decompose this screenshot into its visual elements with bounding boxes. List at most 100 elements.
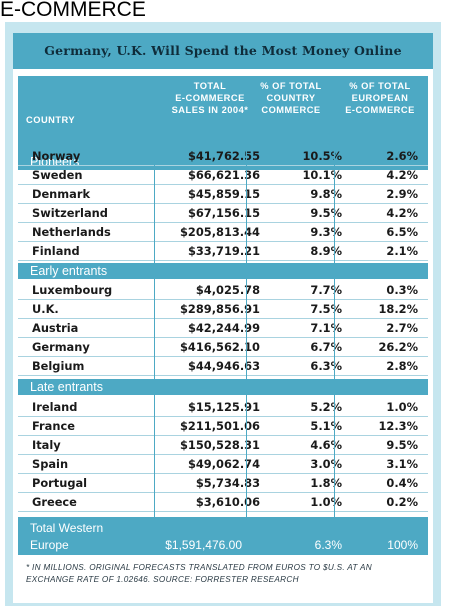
cell-pct-country: 1.0%: [310, 495, 342, 509]
cell-country: Portugal: [32, 476, 88, 490]
table-row: Austria $42,244.99 7.1% 2.7%: [18, 319, 428, 338]
column-header-sales-line2: E-COMMERCE: [175, 93, 245, 103]
cell-country: Austria: [32, 321, 79, 335]
table-row: Netherlands $205,813.44 9.3% 6.5%: [18, 223, 428, 242]
cell-pct-country: 9.5%: [310, 206, 342, 220]
cell-country: Finland: [32, 244, 80, 258]
cell-sales: $66,621.36: [187, 168, 260, 182]
column-header-pct-europe-line2: EUROPEAN: [351, 93, 409, 103]
column-header-bar: [18, 76, 428, 156]
cell-pct-europe: 2.7%: [386, 321, 418, 335]
cell-country: Italy: [32, 438, 61, 452]
cell-sales: $416,562.10: [180, 340, 260, 354]
table-row: Portugal $5,734.83 1.8% 0.4%: [18, 474, 428, 493]
column-divider: [246, 147, 247, 517]
column-divider: [154, 147, 155, 517]
column-header-pct-country: % OF TOTAL COUNTRY COMMERCE: [246, 80, 336, 144]
column-divider: [334, 147, 335, 517]
cell-pct-country: 4.6%: [310, 438, 342, 452]
group-label-late-entrants: Late entrants: [18, 379, 428, 395]
cell-pct-europe: 0.2%: [386, 495, 418, 509]
cell-pct-country: 8.9%: [310, 244, 342, 258]
column-header-sales-line1: TOTAL: [193, 81, 227, 91]
cell-country: Denmark: [32, 187, 91, 201]
cell-pct-europe: 0.3%: [386, 283, 418, 297]
footnote: * IN MILLIONS. ORIGINAL FORECASTS TRANSL…: [26, 563, 372, 584]
table-row: Italy $150,528.31 4.6% 9.5%: [18, 436, 428, 455]
cell-sales: $15,125.91: [187, 400, 260, 414]
table-row: Luxembourg $4,025.78 7.7% 0.3%: [18, 281, 428, 300]
cell-country: Sweden: [32, 168, 83, 182]
column-header-pct-europe-line3: E-COMMERCE: [345, 105, 415, 115]
cell-sales: $41,762.55: [187, 149, 260, 163]
cell-pct-europe: 0.4%: [386, 476, 418, 490]
column-header-pct-europe-line1: % OF TOTAL: [349, 81, 411, 91]
table-row: Germany $416,562.10 6.7% 26.2%: [18, 338, 428, 357]
table-row: Finland $33,719.21 8.9% 2.1%: [18, 242, 428, 261]
table-row: Greece $3,610.06 1.0% 0.2%: [18, 493, 428, 512]
cell-sales: $289,856.91: [180, 302, 260, 316]
cell-pct-europe: 2.6%: [386, 149, 418, 163]
cell-pct-europe: 3.1%: [386, 457, 418, 471]
cell-pct-country: 9.3%: [310, 225, 342, 239]
total-pct-europe: 100%: [387, 538, 418, 552]
total-label-line1: Total Western: [30, 521, 104, 535]
column-header-pct-country-line1: % OF TOTAL: [260, 81, 322, 91]
cell-country: Luxembourg: [32, 283, 113, 297]
table-row: Denmark $45,859.15 9.8% 2.9%: [18, 185, 428, 204]
cell-country: Greece: [32, 495, 77, 509]
page-title: E-COMMERCE: [0, 0, 146, 21]
total-label-line2: Europe: [30, 538, 69, 552]
cell-sales: $44,946.63: [187, 359, 260, 373]
cell-sales: $5,734.83: [195, 476, 260, 490]
cell-pct-country: 9.8%: [310, 187, 342, 201]
table-row: Spain $49,062.74 3.0% 3.1%: [18, 455, 428, 474]
total-row: [18, 517, 428, 555]
cell-country: U.K.: [32, 302, 59, 316]
cell-pct-country: 5.2%: [310, 400, 342, 414]
cell-pct-europe: 12.3%: [378, 419, 418, 433]
cell-sales: $45,859.15: [187, 187, 260, 201]
column-header-sales: TOTAL E-COMMERCE SALES IN 2004*: [160, 80, 260, 144]
cell-pct-europe: 1.0%: [386, 400, 418, 414]
cell-pct-europe: 4.2%: [386, 168, 418, 182]
cell-sales: $205,813.44: [180, 225, 260, 239]
cell-pct-country: 7.7%: [310, 283, 342, 297]
total-sales: $1,591,476.00: [165, 538, 242, 552]
total-pct-country: 6.3%: [314, 538, 342, 552]
cell-sales: $49,062.74: [187, 457, 260, 471]
cell-country: Spain: [32, 457, 69, 471]
cell-country: Switzerland: [32, 206, 108, 220]
group-label-early-entrants: Early entrants: [18, 263, 428, 279]
table-row: U.K. $289,856.91 7.5% 18.2%: [18, 300, 428, 319]
cell-pct-country: 3.0%: [310, 457, 342, 471]
table-headline: Germany, U.K. Will Spend the Most Money …: [13, 33, 433, 69]
cell-pct-europe: 26.2%: [378, 340, 418, 354]
cell-country: Germany: [32, 340, 90, 354]
table-row: Switzerland $67,156.15 9.5% 4.2%: [18, 204, 428, 223]
cell-pct-europe: 2.1%: [386, 244, 418, 258]
cell-sales: $3,610.06: [195, 495, 260, 509]
column-header-pct-country-line3: COMMERCE: [261, 105, 321, 115]
cell-sales: $67,156.15: [187, 206, 260, 220]
cell-country: Ireland: [32, 400, 78, 414]
cell-country: France: [32, 419, 75, 433]
cell-pct-country: 1.8%: [310, 476, 342, 490]
table-row: Sweden $66,621.36 10.1% 4.2%: [18, 166, 428, 185]
table-row: Ireland $15,125.91 5.2% 1.0%: [18, 398, 428, 417]
cell-pct-country: 10.5%: [302, 149, 342, 163]
cell-pct-country: 7.1%: [310, 321, 342, 335]
cell-pct-country: 6.7%: [310, 340, 342, 354]
cell-sales: $211,501.06: [180, 419, 260, 433]
cell-country: Belgium: [32, 359, 85, 373]
table-row: Belgium $44,946.63 6.3% 2.8%: [18, 357, 428, 376]
table-row: Norway $41,762.55 10.5% 2.6%: [18, 147, 428, 166]
cell-pct-europe: 6.5%: [386, 225, 418, 239]
cell-pct-country: 5.1%: [310, 419, 342, 433]
column-header-pct-europe: % OF TOTAL EUROPEAN E-COMMERCE: [332, 80, 428, 144]
column-header-sales-line3: SALES IN 2004*: [171, 105, 249, 115]
cell-pct-country: 7.5%: [310, 302, 342, 316]
cell-pct-europe: 2.8%: [386, 359, 418, 373]
column-header-pct-country-line2: COUNTRY: [266, 93, 316, 103]
cell-country: Netherlands: [32, 225, 111, 239]
